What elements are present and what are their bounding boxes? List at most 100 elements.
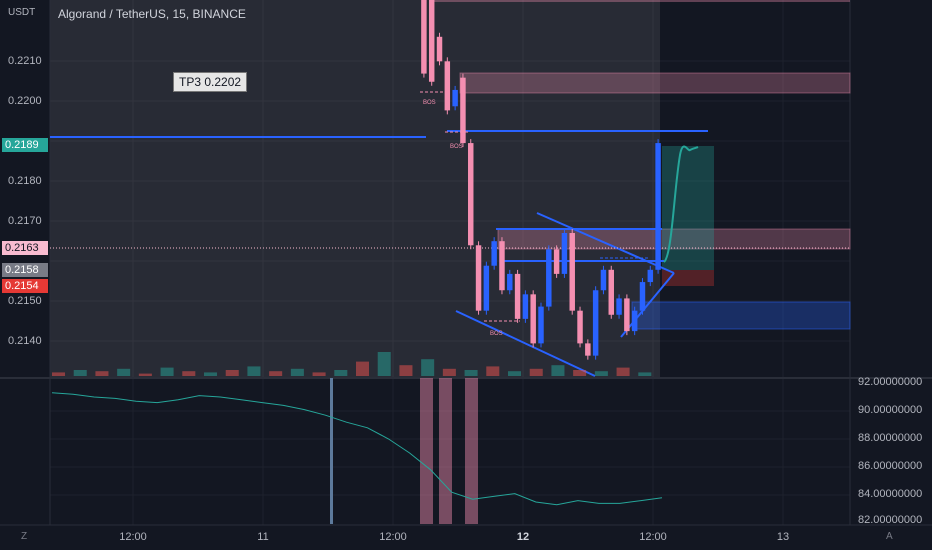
candle-up — [538, 306, 544, 344]
volume-bar — [377, 352, 391, 376]
price-tag-entry: 0.2158 — [2, 263, 48, 277]
volume-bar — [573, 370, 587, 376]
candle-up — [600, 269, 607, 291]
wedge-upper-line — [536, 212, 675, 274]
bos-label: BOS — [490, 331, 503, 337]
time-tick: 12:00 — [379, 531, 407, 543]
indicator-tick: 88.00000000 — [858, 432, 923, 444]
auto-scale-button[interactable]: A — [886, 531, 893, 542]
volume-bar — [95, 371, 109, 376]
volume-bar — [312, 372, 326, 376]
candle-up — [561, 233, 568, 274]
triangle-lower — [620, 272, 675, 338]
indicator-highlights — [330, 378, 478, 524]
long-position-profit — [662, 146, 714, 270]
replay-range-shade — [50, 0, 660, 378]
volume-bar — [52, 372, 66, 376]
volume-bar — [594, 371, 608, 376]
indicator-line — [51, 392, 663, 506]
candle-up — [639, 282, 646, 311]
volume-bars — [52, 352, 652, 376]
price-tick: 0.2200 — [8, 95, 42, 107]
wedge-lower-line — [455, 310, 596, 377]
price-tick: 0.2150 — [8, 295, 42, 307]
candle-down — [585, 343, 591, 356]
candle-down — [569, 233, 575, 311]
candle-down — [608, 269, 614, 315]
volume-bar — [464, 370, 478, 376]
candle-up — [522, 294, 529, 319]
candles — [421, 0, 661, 360]
volume-bar — [442, 368, 456, 376]
volume-bar — [508, 371, 522, 376]
tp3-annotation[interactable]: TP3 0.2202 — [173, 72, 248, 92]
volume-bar — [269, 371, 283, 376]
bos-label: BOS — [423, 100, 436, 106]
volume-bar — [182, 371, 196, 376]
price-tag-target: 0.2189 — [2, 138, 48, 152]
candle-down — [530, 294, 536, 344]
candle-up — [483, 265, 490, 311]
volume-bar — [421, 359, 435, 376]
price-tick: 0.2170 — [8, 215, 42, 227]
time-tick: 12:00 — [639, 531, 667, 543]
price-tick: 0.2180 — [8, 175, 42, 187]
candle-down — [624, 298, 630, 332]
price-tag-last: 0.2163 — [2, 241, 48, 255]
price-tag-stop: 0.2154 — [2, 279, 48, 293]
candle-down — [421, 0, 427, 74]
time-tick: 11 — [257, 531, 269, 543]
long-position-loss — [662, 270, 714, 286]
candle-down — [553, 249, 560, 274]
supply-zone-top — [432, 0, 850, 2]
indicator-tick: 82.00000000 — [858, 514, 923, 526]
symbol-title[interactable]: Algorand / TetherUS, 15, BINANCE — [58, 7, 246, 21]
candle-down — [468, 143, 474, 246]
price-tick: 0.2140 — [8, 335, 42, 347]
candle-up — [491, 241, 497, 266]
grid — [50, 0, 850, 525]
candle-down — [514, 273, 521, 319]
volume-bar — [616, 367, 630, 376]
candle-down — [499, 241, 505, 291]
volume-bar — [247, 366, 261, 376]
projection-path — [663, 145, 699, 263]
bos-label: BOS — [450, 144, 463, 150]
volume-bar — [117, 368, 131, 376]
candle-up — [631, 310, 638, 332]
volume-bar — [356, 361, 370, 376]
candle-up — [592, 290, 599, 356]
candle-up — [655, 143, 661, 270]
volume-bar — [399, 365, 413, 376]
demand-zone — [631, 301, 851, 330]
volume-bar — [225, 370, 239, 376]
indicator-tick: 86.00000000 — [858, 460, 923, 472]
volume-bar — [160, 367, 174, 376]
candle-up — [546, 249, 552, 307]
indicator-tick: 92.00000000 — [858, 376, 923, 388]
time-tick: 12:00 — [119, 531, 147, 543]
volume-bar — [73, 370, 87, 376]
time-tick: 12 — [516, 531, 530, 543]
candle-down — [444, 61, 451, 111]
candle-down — [460, 77, 466, 144]
volume-bar — [290, 368, 304, 376]
volume-bar — [204, 372, 218, 376]
candle-down — [428, 0, 435, 82]
candle-up — [616, 298, 622, 315]
volume-bar — [334, 370, 348, 376]
timezone-button[interactable]: Z — [21, 531, 28, 542]
volume-bar — [138, 373, 152, 376]
indicator-tick: 90.00000000 — [858, 404, 923, 416]
price-tick: 0.2210 — [8, 55, 42, 67]
candle-down — [436, 36, 443, 62]
drawings[interactable] — [50, 130, 708, 377]
candle-up — [507, 273, 513, 291]
candle-down — [577, 310, 583, 344]
volume-bar — [638, 372, 652, 376]
candle-up — [452, 89, 458, 107]
volume-bar — [486, 366, 500, 376]
supply-zone-upper — [459, 72, 851, 94]
volume-bar — [529, 368, 543, 376]
